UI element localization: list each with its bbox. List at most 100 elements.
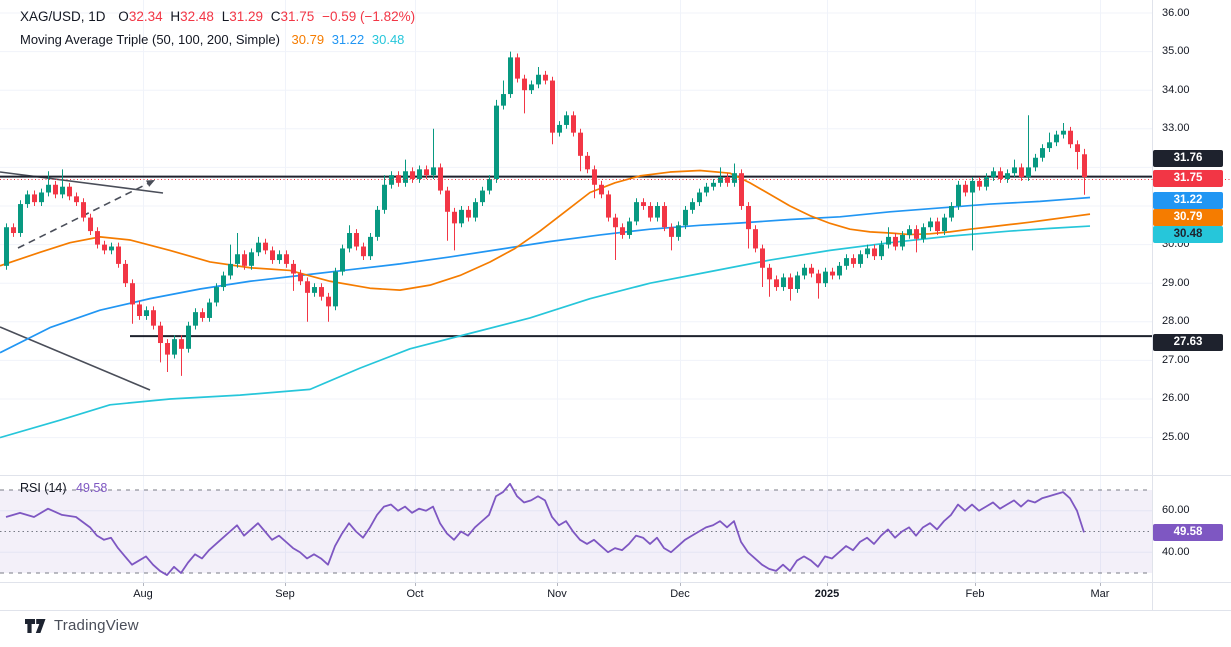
ma50-line[interactable] — [0, 169, 1091, 291]
candle-body — [739, 173, 744, 206]
candle-body — [256, 242, 261, 253]
trendline-arrowhead — [146, 180, 155, 187]
candle-body — [984, 177, 989, 187]
candle-body — [732, 173, 737, 183]
candle-body — [389, 175, 394, 185]
ma100-line[interactable] — [0, 196, 1091, 354]
rsi-legend-row[interactable]: RSI (14) 49.58 — [20, 481, 111, 495]
symbol-legend-row[interactable]: XAG/USD, 1D O32.34 H32.48 L31.29 C31.75 … — [20, 9, 419, 24]
candle-body — [935, 221, 940, 232]
candle-body — [872, 248, 877, 257]
candle-body — [690, 202, 695, 210]
trendline-drawing[interactable] — [17, 179, 156, 249]
candle-body — [592, 169, 597, 185]
candle-body — [795, 275, 800, 289]
candle-body — [802, 267, 807, 276]
candle-body — [865, 248, 870, 255]
tradingview-logo[interactable]: TradingView — [24, 617, 139, 634]
price-badge-ma200: 30.48 — [1153, 225, 1223, 243]
time-axis-label: 2025 — [814, 588, 840, 600]
candle-body — [424, 169, 429, 176]
candle-body — [1005, 173, 1010, 179]
ma100-value: 31.22 — [331, 32, 365, 47]
ma200-value: 30.48 — [371, 32, 405, 47]
candle-body — [564, 115, 569, 125]
candle-body — [816, 273, 821, 284]
candle-body — [46, 184, 51, 193]
candle-body — [830, 271, 835, 276]
candle-body — [298, 273, 303, 282]
rsi-title: RSI (14) — [20, 481, 67, 495]
candle-body — [88, 217, 93, 232]
low-label: L — [221, 9, 230, 24]
candle-body — [81, 202, 86, 218]
main-chart-pane[interactable] — [0, 0, 1152, 475]
candle-body — [998, 171, 1003, 179]
candle-body — [18, 204, 23, 234]
candle-body — [711, 182, 716, 187]
rsi-line[interactable] — [5, 482, 1085, 576]
candle-body — [753, 229, 758, 249]
candle-body — [788, 277, 793, 289]
candle-body — [74, 196, 79, 203]
candle-body — [130, 283, 135, 305]
candle-body — [102, 244, 107, 251]
close-value: 31.75 — [280, 9, 315, 24]
rsi-pane[interactable] — [0, 476, 1152, 582]
candle-body — [606, 194, 611, 218]
candle-body — [585, 155, 590, 170]
tradingview-logo-icon — [25, 618, 46, 633]
candle-body — [760, 248, 765, 268]
candle-body — [1075, 144, 1080, 152]
candle-body — [620, 227, 625, 235]
candle-body — [746, 206, 751, 230]
candle-body — [312, 287, 317, 293]
candle-body — [354, 233, 359, 247]
candle-body — [186, 325, 191, 349]
open-value: 32.34 — [128, 9, 163, 24]
candle-body — [578, 132, 583, 156]
candle-body — [522, 78, 527, 91]
ma-indicator-legend-row[interactable]: Moving Average Triple (50, 100, 200, Sim… — [20, 32, 408, 47]
ma200-line[interactable] — [0, 225, 1091, 439]
candle-body — [235, 254, 240, 264]
price-axis-label: 25.00 — [1162, 430, 1190, 443]
candle-body — [179, 339, 184, 349]
candle-body — [655, 206, 660, 218]
candle-body — [823, 271, 828, 284]
candle-body — [67, 186, 72, 197]
candle-body — [900, 234, 905, 247]
trendline-drawing[interactable] — [0, 326, 151, 391]
candle-body — [1068, 130, 1073, 145]
candle-body — [25, 194, 30, 205]
candle-body — [319, 287, 324, 297]
candle-body — [291, 263, 296, 274]
candle-body — [158, 325, 163, 344]
candle-body — [494, 105, 499, 179]
candle-body — [893, 236, 898, 247]
price-axis-label: 29.00 — [1162, 276, 1190, 289]
candle-body — [599, 184, 604, 195]
candle-body — [123, 263, 128, 284]
candle-body — [1047, 142, 1052, 149]
ma-indicator-title: Moving Average Triple (50, 100, 200, Sim… — [20, 32, 280, 47]
candle-body — [837, 265, 842, 276]
high-value: 32.48 — [180, 9, 214, 24]
candle-body — [1012, 167, 1017, 174]
candle-body — [613, 217, 618, 228]
candle-body — [1040, 148, 1045, 158]
symbol-title: XAG/USD, 1D — [20, 9, 106, 24]
candle-body — [879, 244, 884, 257]
candle-body — [144, 310, 149, 317]
candle-body — [725, 177, 730, 183]
candle-body — [662, 206, 667, 228]
candle-body — [403, 171, 408, 183]
candle-body — [907, 229, 912, 235]
candle-body — [529, 84, 534, 91]
price-badge-level-31-76: 31.76 — [1153, 150, 1223, 167]
high-label: H — [170, 9, 181, 24]
candle-body — [396, 175, 401, 183]
candle-body — [1082, 154, 1087, 178]
trendline-drawing[interactable] — [0, 171, 164, 194]
candle-body — [53, 184, 58, 195]
